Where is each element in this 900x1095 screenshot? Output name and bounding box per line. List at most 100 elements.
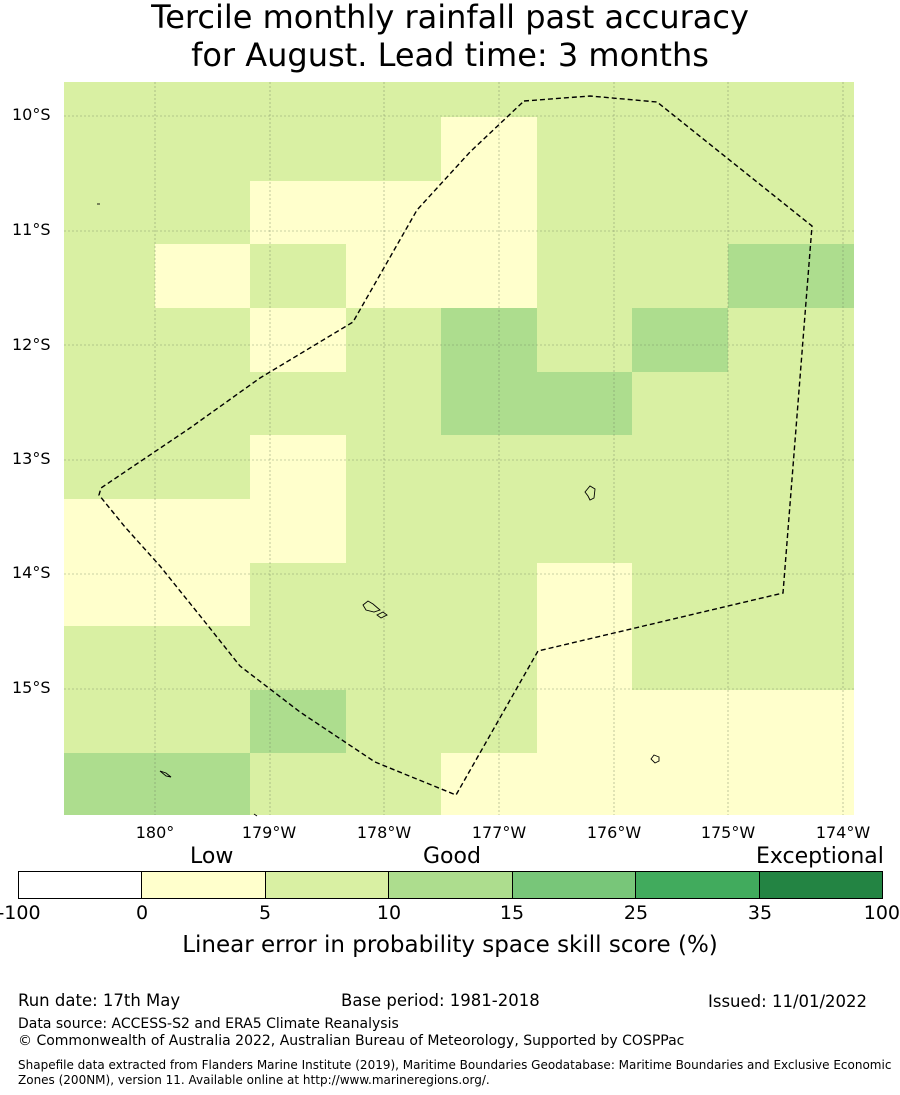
skill-cell (346, 82, 441, 117)
skill-cell (441, 181, 537, 244)
colorbar-segment-4 (512, 871, 636, 899)
skill-cell (250, 499, 346, 563)
skill-cell (64, 308, 155, 372)
skill-cell (632, 753, 728, 815)
skill-cell (632, 181, 728, 244)
lon-label-174w: 174°W (815, 823, 871, 842)
skill-cell (537, 626, 632, 690)
skill-cell (155, 499, 250, 563)
skill-cell (632, 499, 728, 563)
run-date: Run date: 17th May (18, 991, 181, 1010)
colorbar-tick-neg100: -100 (0, 902, 41, 924)
skill-cell (346, 435, 441, 499)
skill-cell (64, 82, 155, 117)
island-rose (650, 754, 660, 764)
skill-cell (346, 690, 441, 753)
skill-cell (441, 244, 537, 308)
skill-cell (155, 308, 250, 372)
lon-label-179w: 179°W (241, 823, 297, 842)
skill-cell (250, 181, 346, 244)
skill-cell (250, 308, 346, 372)
skill-cell (155, 626, 250, 690)
colorbar-tick-0: 0 (135, 902, 149, 924)
lon-label-176w: 176°W (586, 823, 642, 842)
skill-cell (537, 372, 632, 435)
skill-cell (537, 181, 632, 244)
shapefile-credit: Shapefile data extracted from Flanders M… (18, 1058, 892, 1087)
skill-cell (441, 753, 537, 815)
skill-cell (346, 244, 441, 308)
skill-cell (632, 563, 728, 626)
skill-cell (632, 435, 728, 499)
skill-cell (250, 626, 346, 690)
skill-cell (537, 499, 632, 563)
skill-cell (632, 690, 728, 753)
skill-cell (728, 499, 854, 563)
skill-cell (64, 753, 155, 815)
base-period: Base period: 1981-2018 (341, 991, 540, 1010)
skill-cell (728, 181, 854, 244)
skill-cell (346, 117, 441, 181)
skill-cell (346, 499, 441, 563)
lon-label-175w: 175°W (700, 823, 756, 842)
skill-cell (250, 753, 346, 815)
colorbar-tick-15: 15 (499, 902, 525, 924)
skill-cell (537, 753, 632, 815)
skill-cell (155, 82, 250, 117)
colorbar-segment-2 (265, 871, 389, 899)
skill-cell (728, 753, 854, 815)
copyright: © Commonwealth of Australia 2022, Austra… (18, 1033, 685, 1049)
islands (97, 203, 660, 817)
colorbar-segment-6 (759, 871, 883, 899)
skill-cell (250, 117, 346, 181)
lat-label-12s: 12°S (12, 335, 51, 354)
lat-label-10s: 10°S (12, 105, 51, 124)
skill-cell (64, 244, 155, 308)
skill-cell (64, 563, 155, 626)
skill-cell (155, 563, 250, 626)
island-west (159, 770, 172, 778)
colorbar-tick-5: 5 (258, 902, 272, 924)
skill-cell (155, 753, 250, 815)
colorbar-axis-label: Linear error in probability space skill … (182, 932, 718, 958)
skill-cell (155, 181, 250, 244)
colorbar-segment-0 (18, 871, 142, 899)
lon-label-180: 180° (135, 823, 175, 842)
skill-cell (728, 244, 854, 308)
skill-cell (537, 244, 632, 308)
skill-cell (441, 82, 537, 117)
skill-cell (64, 499, 155, 563)
skill-cell (728, 690, 854, 753)
skill-cell (632, 244, 728, 308)
lat-label-15s: 15°S (12, 678, 51, 697)
skill-cell (441, 372, 537, 435)
skill-cell (728, 117, 854, 181)
skill-cell (441, 626, 537, 690)
skill-cell (346, 181, 441, 244)
skill-cell (632, 626, 728, 690)
map-title-line2: for August. Lead time: 3 months (191, 36, 709, 74)
colorbar-segment-1 (141, 871, 266, 899)
skill-cell (64, 690, 155, 753)
skill-cell (64, 117, 155, 181)
colorbar-label-low: Low (190, 844, 234, 869)
skill-cell (155, 244, 250, 308)
skill-cell (728, 82, 854, 117)
colorbar-tick-35: 35 (747, 902, 773, 924)
skill-cell (155, 435, 250, 499)
skill-cell (441, 690, 537, 753)
skill-cell (441, 499, 537, 563)
skill-cell (64, 372, 155, 435)
skill-cell (537, 117, 632, 181)
issued-date: Issued: 11/01/2022 (708, 992, 868, 1011)
skill-cell (346, 563, 441, 626)
map-title-line1: Tercile monthly rainfall past accuracy (151, 0, 749, 36)
skill-cell (632, 372, 728, 435)
skill-cell (155, 117, 250, 181)
skill-cell (441, 435, 537, 499)
skill-cell (346, 626, 441, 690)
island-upolu (362, 600, 381, 613)
skill-cell (346, 753, 441, 815)
skill-map (64, 82, 854, 817)
lat-label-14s: 14°S (12, 563, 51, 582)
